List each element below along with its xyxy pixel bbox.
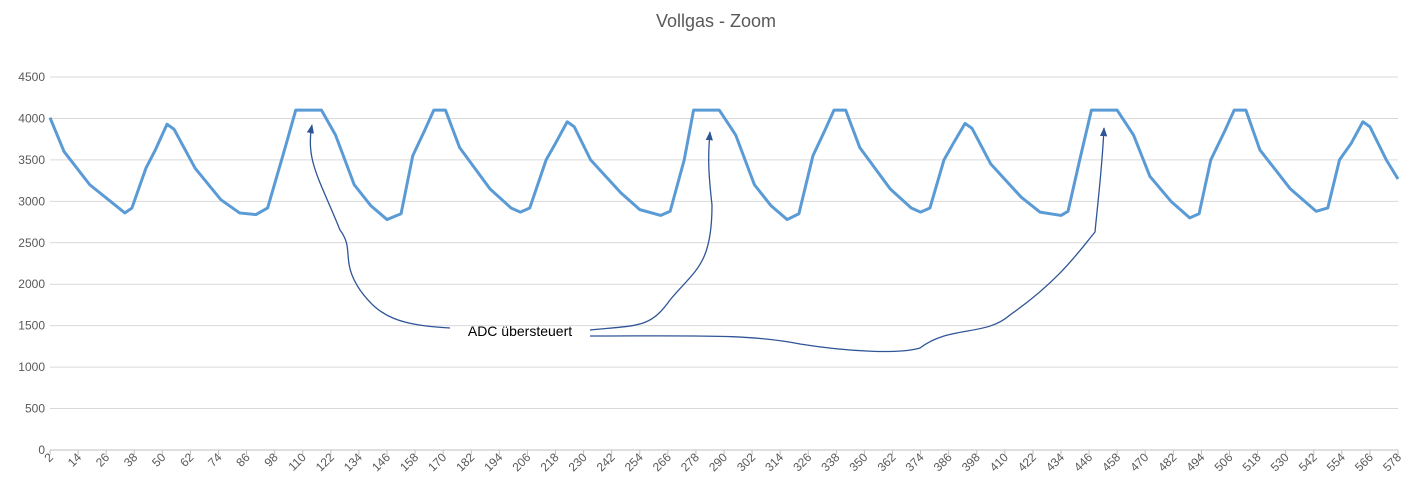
y-tick-label: 500 bbox=[25, 402, 45, 416]
x-tick-label: 98 bbox=[261, 450, 281, 470]
x-tick-label: 14 bbox=[65, 450, 85, 470]
x-tick-label: 230 bbox=[566, 450, 590, 474]
y-tick-label: 0 bbox=[38, 443, 45, 457]
x-tick-label: 554 bbox=[1324, 450, 1348, 474]
data-line bbox=[48, 108, 1400, 222]
x-tick-label: 50 bbox=[149, 450, 169, 470]
x-tick-label: 518 bbox=[1240, 450, 1264, 474]
x-tick-label: 26 bbox=[93, 450, 113, 470]
x-tick-label: 530 bbox=[1268, 450, 1292, 474]
x-tick-label: 86 bbox=[233, 450, 253, 470]
y-tick-label: 2000 bbox=[18, 277, 45, 291]
x-tick-label: 182 bbox=[453, 450, 477, 474]
y-tick-label: 3500 bbox=[18, 153, 45, 167]
y-tick-label: 3000 bbox=[18, 194, 45, 208]
x-tick-label: 290 bbox=[706, 450, 730, 474]
y-tick-label: 4000 bbox=[18, 111, 45, 125]
x-tick-label: 362 bbox=[875, 450, 899, 474]
y-tick-label: 1000 bbox=[18, 360, 45, 374]
x-tick-label: 434 bbox=[1043, 450, 1067, 474]
x-tick-label: 170 bbox=[425, 450, 449, 474]
x-tick-label: 458 bbox=[1099, 450, 1123, 474]
x-tick-label: 398 bbox=[959, 450, 983, 474]
x-tick-label: 134 bbox=[341, 450, 365, 474]
y-tick-label: 1500 bbox=[18, 319, 45, 333]
x-tick-label: 410 bbox=[987, 450, 1011, 474]
x-tick-label: 578 bbox=[1380, 450, 1404, 474]
x-tick-label: 206 bbox=[509, 450, 533, 474]
x-tick-label: 74 bbox=[205, 450, 225, 470]
x-tick-label: 122 bbox=[313, 450, 337, 474]
x-tick-label: 110 bbox=[285, 450, 309, 474]
x-tick-label: 266 bbox=[650, 450, 674, 474]
x-tick-label: 278 bbox=[678, 450, 702, 474]
annotation: ADC übersteuert bbox=[468, 323, 572, 339]
x-tick-label: 38 bbox=[121, 450, 141, 470]
x-tick-label: 218 bbox=[538, 450, 562, 474]
x-tick-label: 338 bbox=[818, 450, 842, 474]
x-tick-label: 2 bbox=[41, 450, 56, 465]
x-tick-label: 254 bbox=[622, 450, 646, 474]
x-tick-label: 542 bbox=[1296, 450, 1320, 474]
x-tick-label: 506 bbox=[1212, 450, 1236, 474]
x-tick-label: 374 bbox=[903, 450, 927, 474]
x-tick-label: 446 bbox=[1071, 450, 1095, 474]
x-tick-label: 350 bbox=[846, 450, 870, 474]
chart-title: Vollgas - Zoom bbox=[656, 11, 776, 31]
x-tick-label: 422 bbox=[1015, 450, 1039, 474]
x-tick-label: 194 bbox=[481, 450, 505, 474]
x-tick-label: 494 bbox=[1183, 450, 1207, 474]
x-tick-label: 314 bbox=[762, 450, 786, 474]
annotation-arrows bbox=[306, 124, 1108, 353]
x-tick-label: 146 bbox=[369, 450, 393, 474]
y-tick-label: 2500 bbox=[18, 236, 45, 250]
x-tick-label: 566 bbox=[1352, 450, 1376, 474]
x-tick-label: 158 bbox=[397, 450, 421, 474]
x-tick-label: 482 bbox=[1155, 450, 1179, 474]
x-tick-label: 326 bbox=[790, 450, 814, 474]
x-tick-label: 386 bbox=[931, 450, 955, 474]
x-tick-label: 62 bbox=[177, 450, 197, 470]
x-tick-label: 470 bbox=[1127, 450, 1151, 474]
x-tick-label: 302 bbox=[734, 450, 758, 474]
x-tick-label: 242 bbox=[594, 450, 618, 474]
y-tick-label: 4500 bbox=[18, 70, 45, 84]
